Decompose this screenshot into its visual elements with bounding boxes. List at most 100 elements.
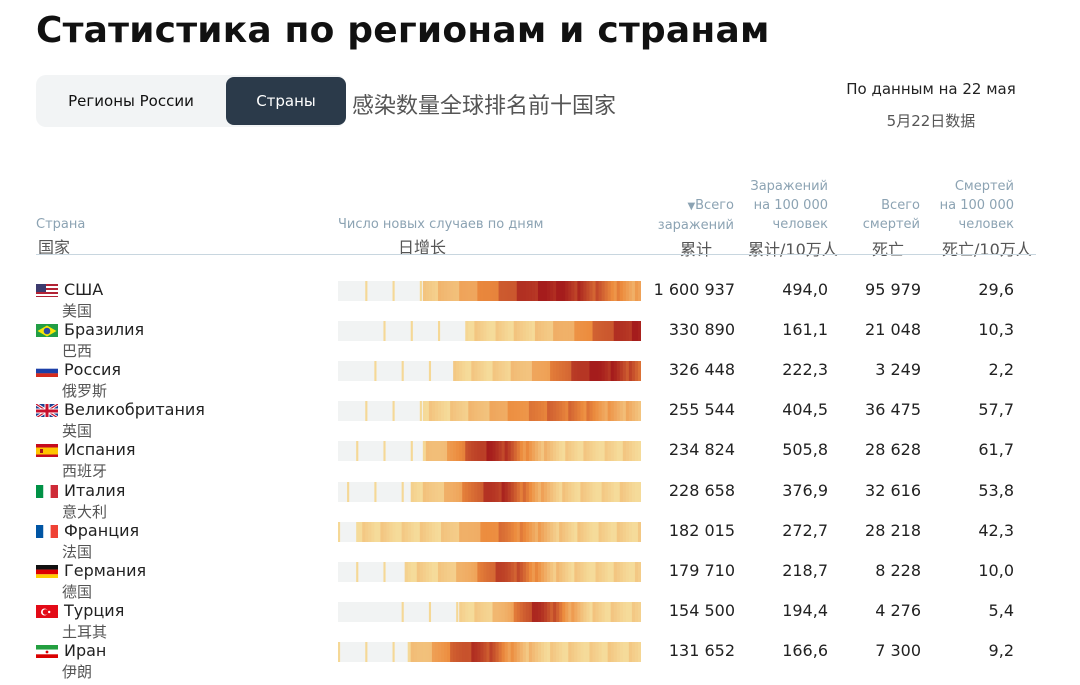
subtitle-chinese: 感染数量全球排名前十国家 <box>352 94 617 119</box>
heatmap-cell <box>592 281 596 301</box>
daily-cases-heatmap[interactable] <box>338 601 641 622</box>
heatmap-cell <box>416 641 421 662</box>
heatmap-cell <box>541 321 545 342</box>
heatmap-cell <box>568 481 572 502</box>
country-name: Бразилия <box>64 320 145 340</box>
heatmap-cell <box>501 641 506 662</box>
heatmap-cell <box>634 601 639 622</box>
heatmap-cell <box>589 521 593 542</box>
tab-switcher: Регионы России Страны <box>36 75 346 127</box>
heatmap-cell <box>553 401 557 422</box>
heatmap-cell <box>622 441 627 462</box>
heatmap-cell <box>565 321 569 342</box>
daily-cases-heatmap[interactable] <box>338 561 641 582</box>
heatmap-cell <box>598 441 603 462</box>
heatmap-cell <box>401 521 406 542</box>
heatmap-cell <box>338 521 341 542</box>
heatmap-cell <box>556 641 560 662</box>
tab-countries[interactable]: Страны <box>226 77 346 125</box>
heatmap-cell <box>489 561 493 582</box>
heatmap-cell <box>595 601 599 622</box>
heatmap-cell <box>434 441 439 462</box>
heatmap-cell <box>474 561 478 582</box>
heatmap-cell <box>607 601 612 622</box>
heatmap-cell <box>501 601 506 622</box>
heatmap-cell <box>547 401 551 422</box>
heatmap-cell <box>556 481 560 502</box>
heatmap-cell <box>628 361 633 382</box>
heatmap-cell <box>544 441 548 462</box>
heatmap-cell <box>604 281 609 301</box>
heatmap-cell <box>434 281 439 301</box>
heatmap-cell <box>571 481 575 502</box>
daily-cases-heatmap[interactable] <box>338 361 641 382</box>
heatmap-cell <box>577 281 581 301</box>
heatmap-cell <box>392 401 395 422</box>
heatmap-cell <box>392 641 395 662</box>
heatmap-cell <box>580 561 584 582</box>
country-name-chinese: 土耳其 <box>62 622 108 641</box>
heatmap-cell <box>456 561 460 582</box>
daily-cases-heatmap[interactable] <box>338 641 641 662</box>
heatmap-cell <box>492 641 496 662</box>
header-cases-per-100k[interactable]: Заражений на 100 000 человек <box>750 179 828 232</box>
daily-cases-heatmap[interactable] <box>338 521 641 542</box>
heatmap-cell <box>462 561 466 582</box>
header-total-deaths[interactable]: Всего смертей <box>862 198 920 232</box>
daily-cases-heatmap[interactable] <box>338 481 641 502</box>
heatmap-cell <box>401 481 404 502</box>
heatmap-cell <box>604 561 609 582</box>
heatmap-cell <box>562 561 566 582</box>
heatmap-cell <box>431 641 436 662</box>
tab-russia-regions[interactable]: Регионы России <box>68 92 194 110</box>
daily-cases-heatmap[interactable] <box>338 281 641 301</box>
cases-per-100k-value: 272,7 <box>782 520 828 540</box>
heatmap-cell <box>544 281 548 301</box>
daily-cases-heatmap[interactable] <box>338 401 641 422</box>
heatmap-cell <box>450 281 454 301</box>
header-total-cases-chinese: 累计 <box>680 240 713 259</box>
heatmap-cell <box>634 561 639 582</box>
heatmap-cell <box>622 481 627 502</box>
heatmap-cell <box>504 641 509 662</box>
heatmap-cell <box>559 401 563 422</box>
heatmap-cell <box>525 561 530 582</box>
heatmap-cell <box>544 561 548 582</box>
heatmap-cell <box>531 281 536 301</box>
heatmap-cell <box>631 361 636 382</box>
heatmap-cell <box>628 321 633 342</box>
header-deaths-per-100k[interactable]: Смертей на 100 000 человек <box>939 179 1014 232</box>
heatmap-cell <box>528 641 533 662</box>
heatmap-cell <box>547 641 551 662</box>
daily-cases-heatmap[interactable] <box>338 441 641 462</box>
heatmap-cell <box>613 281 618 301</box>
heatmap-cell <box>541 361 545 382</box>
heatmap-cell <box>631 641 636 662</box>
heatmap-cell <box>598 401 603 422</box>
heatmap-cell <box>583 401 587 422</box>
heatmap-cell <box>431 481 436 502</box>
heatmap-cell <box>486 441 490 462</box>
heatmap-cell <box>510 281 515 301</box>
daily-cases-heatmap[interactable] <box>338 321 641 342</box>
heatmap-cell <box>486 361 490 382</box>
heatmap-cell <box>489 521 493 542</box>
heatmap-cell <box>565 441 569 462</box>
heatmap-cell <box>356 561 359 582</box>
heatmap-cell <box>592 561 596 582</box>
header-country[interactable]: Страна <box>36 217 86 232</box>
heatmap-cell <box>483 361 487 382</box>
heatmap-cell <box>450 561 454 582</box>
heatmap-cell <box>480 361 484 382</box>
heatmap-cell <box>619 361 624 382</box>
heatmap-cell <box>507 361 512 382</box>
heatmap-cell <box>571 641 575 662</box>
heatmap-cell <box>456 601 459 622</box>
heatmap-cell <box>425 481 430 502</box>
heatmap-cell <box>419 641 424 662</box>
header-total-cases[interactable]: ▼Всего заражений <box>657 198 734 233</box>
flag-ir-icon <box>36 644 58 658</box>
heatmap-cell <box>413 481 418 502</box>
heatmap-cell <box>634 281 639 301</box>
heatmap-cell <box>550 601 554 622</box>
